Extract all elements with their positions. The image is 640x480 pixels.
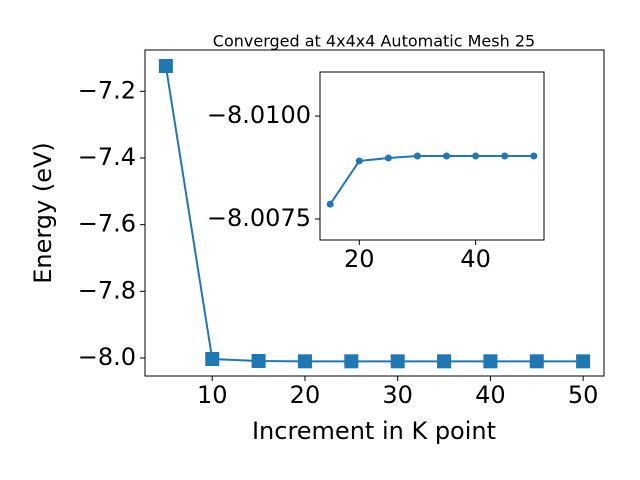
y-axis-label: Energy (eV) <box>29 142 57 284</box>
chart-title: Converged at 4x4x4 Automatic Mesh 25 <box>213 32 535 51</box>
x-tick-label: 30 <box>382 381 413 409</box>
y-tick-label: −8.0100 <box>207 101 311 129</box>
y-tick-label: −7.8 <box>78 276 136 304</box>
marker <box>472 152 480 160</box>
data-line <box>164 65 584 363</box>
marker <box>413 152 421 160</box>
marker <box>205 352 220 366</box>
marker <box>576 354 591 369</box>
marker <box>529 354 544 369</box>
x-tick-label: 20 <box>344 245 375 273</box>
x-tick-label: 40 <box>475 381 506 409</box>
x-axis-label: Increment in K point <box>252 417 496 445</box>
marker <box>384 154 392 162</box>
marker <box>501 152 509 160</box>
marker <box>483 354 498 369</box>
marker <box>251 354 266 368</box>
marker <box>390 354 405 369</box>
marker <box>443 152 451 160</box>
x-tick-label: 20 <box>290 381 321 409</box>
marker <box>355 157 363 165</box>
marker <box>344 354 359 369</box>
marker <box>297 354 312 369</box>
marker <box>437 354 452 369</box>
data-line <box>329 155 534 205</box>
x-tick-label: 50 <box>568 381 599 409</box>
y-tick-label: −7.2 <box>78 76 136 104</box>
y-tick-label: −8.0075 <box>207 204 311 232</box>
marker <box>326 200 334 208</box>
x-tick-label: 10 <box>197 381 228 409</box>
y-tick-label: −8.0 <box>78 343 136 371</box>
y-tick-label: −7.6 <box>78 210 136 238</box>
y-tick-label: −7.4 <box>78 143 136 171</box>
marker <box>158 59 173 73</box>
x-tick-label: 40 <box>460 245 491 273</box>
marker <box>530 152 538 160</box>
